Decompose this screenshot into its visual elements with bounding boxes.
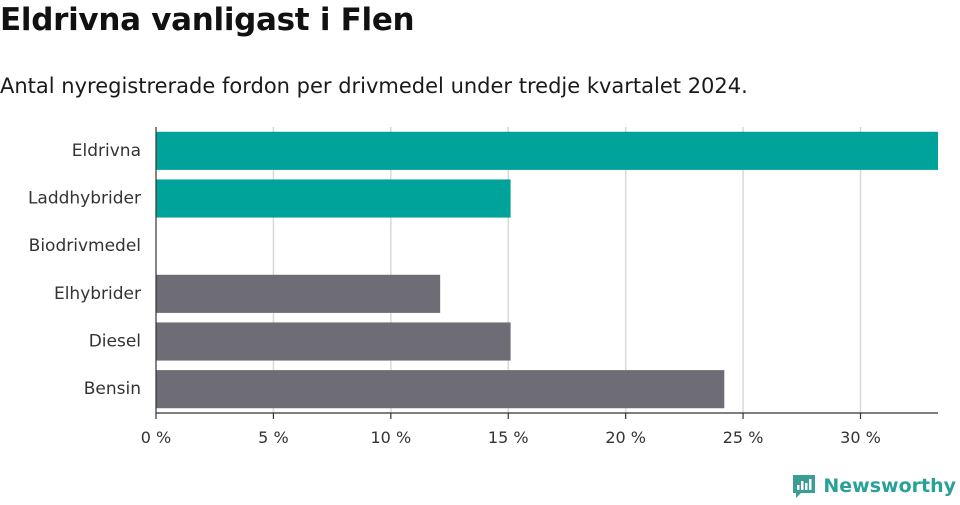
- x-tick-label: 10 %: [371, 428, 412, 447]
- category-label: Laddhybrider: [28, 189, 141, 209]
- x-tick-label: 0 %: [141, 428, 171, 447]
- category-label: Eldrivna: [72, 141, 141, 161]
- bar-laddhybrider: [156, 179, 511, 218]
- chart-subtitle: Antal nyregistrerade fordon per drivmede…: [0, 74, 748, 98]
- bar-bensin: [156, 370, 725, 409]
- bar-chart: Eldrivna Laddhybrider Biodrivmedel Elhybrid…: [28, 127, 938, 447]
- brand-name: Newsworthy: [823, 475, 956, 497]
- category-label: Elhybrider: [54, 284, 141, 304]
- category-label: Biodrivmedel: [29, 236, 141, 256]
- newsworthy-brand: Newsworthy: [791, 473, 956, 499]
- category-label: Bensin: [84, 379, 141, 399]
- newsworthy-logo-icon: [793, 475, 816, 498]
- bar-elhybrider: [156, 274, 441, 313]
- x-tick-label: 15 %: [488, 428, 529, 447]
- x-tick-label: 5 %: [258, 428, 288, 447]
- category-label: Diesel: [89, 332, 141, 352]
- bar-diesel: [156, 322, 511, 361]
- chart-title: Eldrivna vanligast i Flen: [0, 2, 415, 38]
- x-tick-label: 25 %: [723, 428, 764, 447]
- x-tick-label: 20 %: [605, 428, 646, 447]
- bar-eldrivna: [156, 131, 938, 170]
- x-tick-label: 30 %: [840, 428, 881, 447]
